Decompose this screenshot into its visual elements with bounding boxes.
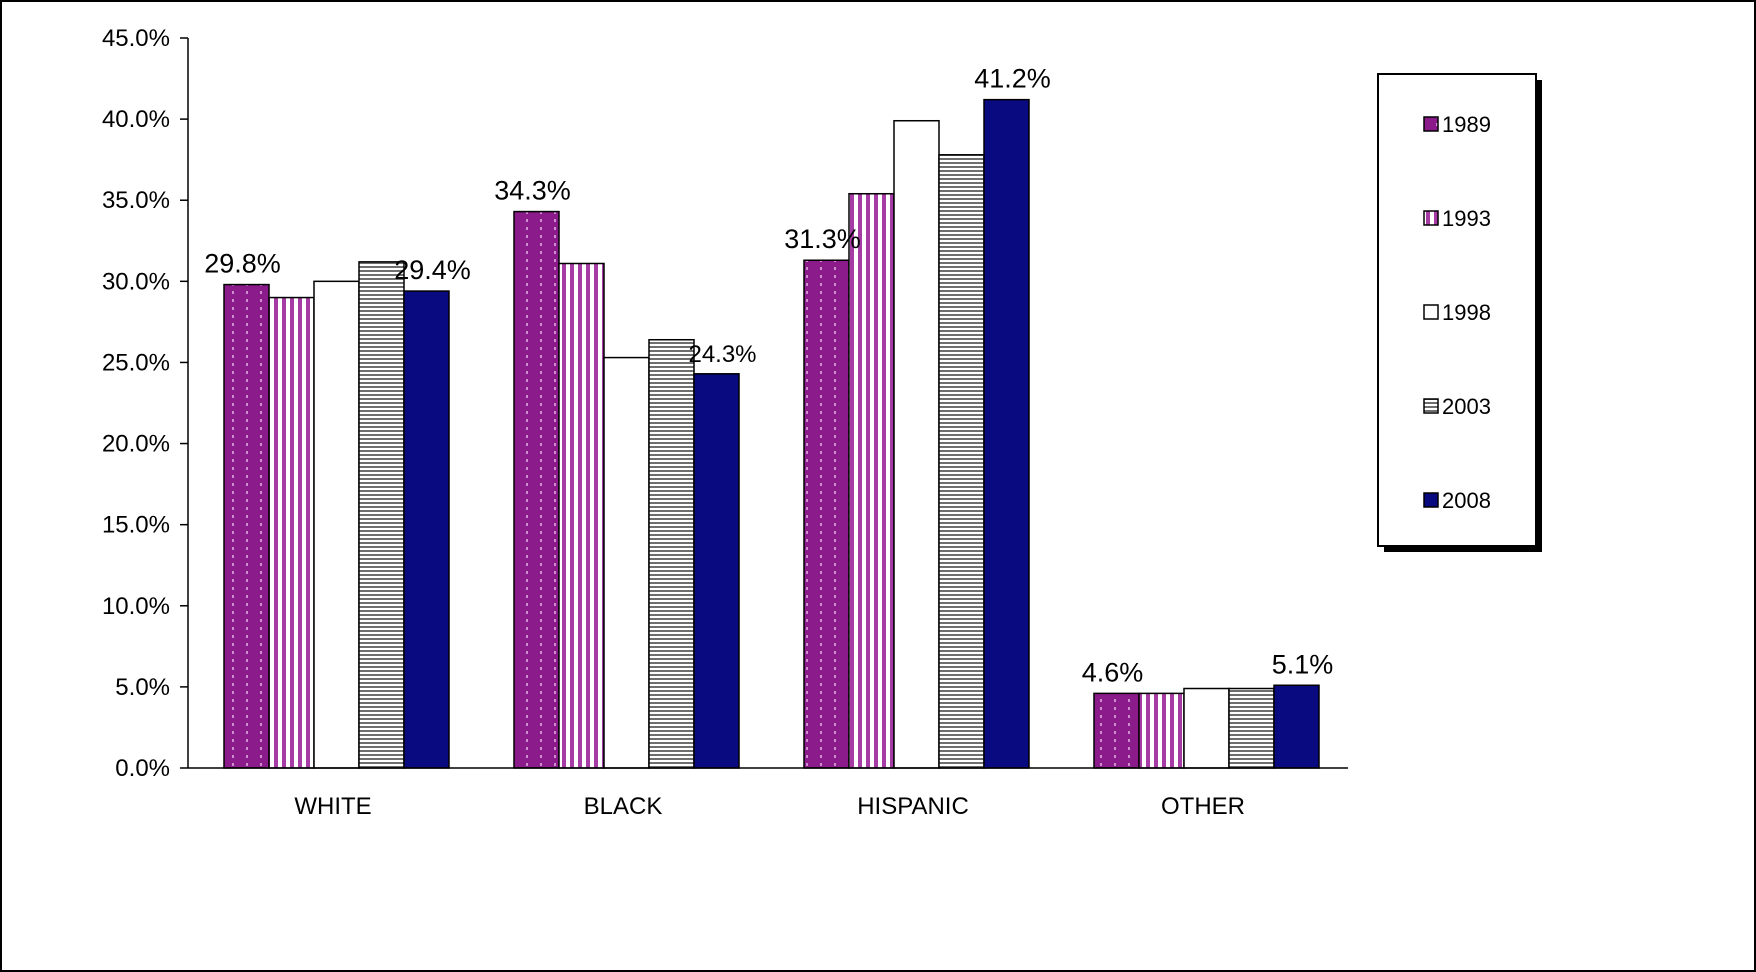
bar-black-2003 <box>648 338 695 769</box>
y-tick-label: 20.0% <box>102 431 170 458</box>
legend: 1989 1993 1998 2003 2008 <box>1377 73 1542 552</box>
bar-black-2008 <box>693 373 740 769</box>
legend-box <box>1377 73 1537 547</box>
legend-label: 1998 <box>1442 300 1491 325</box>
bar-other-2003 <box>1228 687 1275 769</box>
data-label: 31.3% <box>784 224 861 254</box>
legend-swatch-1998 <box>1423 304 1439 320</box>
bar-white-1993 <box>268 296 315 769</box>
legend-swatch-1989 <box>1423 116 1439 132</box>
data-label: 41.2% <box>974 64 1051 94</box>
bar-other-1998 <box>1183 687 1230 769</box>
bar-black-1989 <box>513 210 560 769</box>
bar-hispanic-1993 <box>848 192 895 769</box>
legend-label: 1989 <box>1442 112 1491 137</box>
y-tick-label: 35.0% <box>102 187 170 214</box>
bar-other-1993 <box>1138 692 1185 769</box>
legend-label: 1993 <box>1442 206 1491 231</box>
x-axis: WHITE BLACK HISPANIC OTHER <box>188 767 1348 820</box>
bar-white-1998 <box>313 280 360 769</box>
bar-black-1993 <box>558 262 605 769</box>
data-label: 29.8% <box>204 249 281 279</box>
legend-label: 2003 <box>1442 394 1491 419</box>
bar-hispanic-1989 <box>803 259 850 769</box>
data-label: 24.3% <box>688 341 756 368</box>
legend-swatch-1993 <box>1423 210 1439 226</box>
y-tick-label: 10.0% <box>102 593 170 620</box>
x-category-label: HISPANIC <box>857 793 969 820</box>
y-tick-label: 5.0% <box>115 674 170 701</box>
y-tick-label: 25.0% <box>102 349 170 376</box>
data-labels: 29.8% 29.4% 34.3% 24.3% 31.3% 41.2% 4.6% 5.1% <box>204 64 1333 688</box>
x-category-label: BLACK <box>584 793 663 820</box>
y-tick-label: 30.0% <box>102 268 170 295</box>
data-label: 29.4% <box>394 255 471 285</box>
bar-other-1989 <box>1093 692 1140 769</box>
bar-other-2008 <box>1273 684 1320 769</box>
y-axis: 0.0% 5.0% 10.0% 15.0% 20.0% 25.0% 30.0% 35.0% 40… <box>102 25 189 782</box>
bar-hispanic-1998 <box>893 119 940 769</box>
data-label: 5.1% <box>1272 649 1334 679</box>
legend-label: 2008 <box>1442 488 1491 513</box>
legend-swatch-2003 <box>1423 398 1439 414</box>
y-tick-label: 15.0% <box>102 512 170 539</box>
bar-white-2003 <box>358 261 405 769</box>
data-label: 34.3% <box>494 176 571 206</box>
y-tick-label: 0.0% <box>115 755 170 782</box>
x-category-label: WHITE <box>294 793 371 820</box>
bar-white-1989 <box>223 283 270 769</box>
y-tick-label: 45.0% <box>102 25 170 52</box>
legend-swatch-2008 <box>1423 492 1439 508</box>
bar-black-1998 <box>603 356 650 769</box>
bars <box>223 98 1320 769</box>
y-tick-label: 40.0% <box>102 106 170 133</box>
data-label: 4.6% <box>1082 657 1144 687</box>
bar-white-2008 <box>403 290 450 769</box>
x-category-label: OTHER <box>1161 793 1245 820</box>
bar-hispanic-2003 <box>938 154 985 769</box>
bar-hispanic-2008 <box>983 98 1030 769</box>
